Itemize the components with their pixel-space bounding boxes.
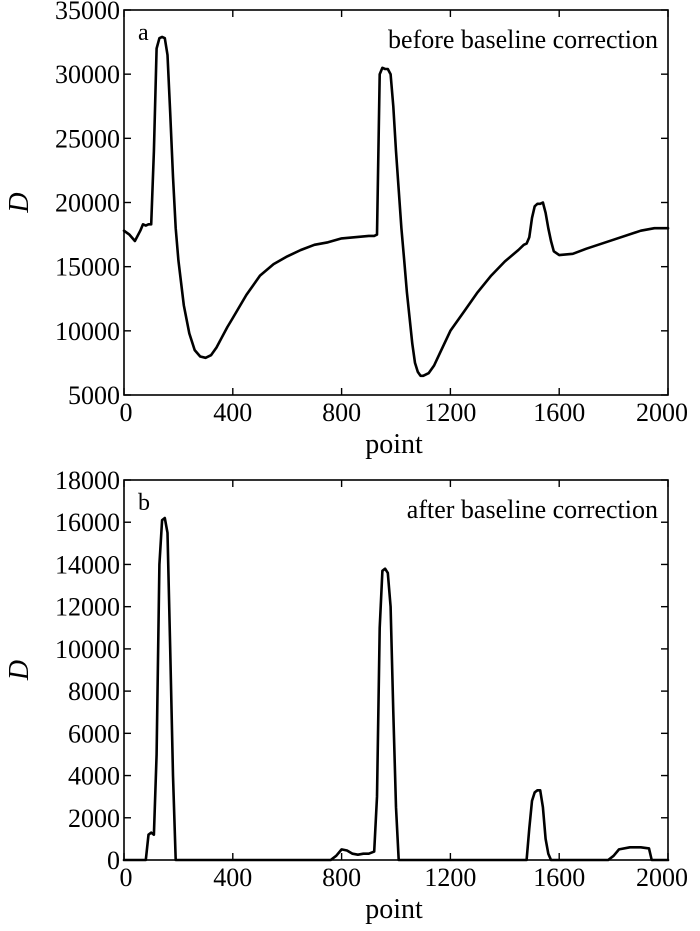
chart-b-plot-frame (123, 479, 669, 861)
chart-b-series-line (122, 516, 670, 862)
chart-b-x-tick-label: 400 (213, 863, 252, 892)
chart-a-y-tick-label: 20000 (55, 189, 120, 218)
chart-b-ticks: 0 400 800 1200 1600 2000 0 2000 4000 6000 8000 1000… (55, 466, 688, 892)
chart-a-y-tick-label: 25000 (55, 124, 120, 153)
chart-b-y-tick-label: 4000 (68, 762, 120, 791)
chart-b-y-tick-label: 6000 (68, 719, 120, 748)
chart-a-x-tick-label: 1600 (533, 398, 585, 427)
chart-a-annotation: before baseline correction (388, 25, 658, 54)
chart-a-y-axis-label: D (4, 192, 35, 213)
chart-a-ticks: 0 400 800 1200 1600 2000 5000 10000 15000 20000 25… (55, 0, 688, 427)
chart-b-y-tick-label: 14000 (55, 550, 120, 579)
chart-a-y-tick-label: 30000 (55, 60, 120, 89)
chart-b-y-tick-label: 16000 (55, 508, 120, 537)
chart-a-series-line (122, 35, 670, 378)
chart-b-x-tick-label: 1200 (424, 863, 476, 892)
chart-a-y-tick-label: 10000 (55, 317, 120, 346)
chart-b-y-axis-label: D (4, 660, 35, 681)
chart-a-y-tick-label: 15000 (55, 253, 120, 282)
chart-a-plot-frame (123, 9, 669, 396)
chart-a-y-tick-label: 5000 (68, 381, 120, 410)
chart-b-x-tick-label: 800 (322, 863, 361, 892)
chart-b-x-axis-label: point (365, 894, 423, 925)
chart-b-y-tick-label: 2000 (68, 804, 120, 833)
chart-b-y-tick-label: 12000 (55, 593, 120, 622)
chart-panel-a: 0 400 800 1200 1600 2000 5000 10000 15000 20000 25… (4, 0, 688, 460)
chart-b-annotation: after baseline correction (407, 495, 658, 524)
chart-b-x-tick-label: 0 (120, 863, 133, 892)
chart-b-y-tick-label: 0 (107, 846, 120, 875)
chart-a-x-tick-label: 0 (120, 398, 133, 427)
chart-a-x-tick-label: 400 (213, 398, 252, 427)
chart-b-y-tick-label: 10000 (55, 635, 120, 664)
chart-b-x-tick-label: 1600 (533, 863, 585, 892)
chart-b-y-tick-label: 18000 (55, 466, 120, 495)
chart-b-y-tick-label: 8000 (68, 677, 120, 706)
chart-a-x-axis-label: point (365, 429, 423, 460)
chart-a-x-tick-label: 800 (322, 398, 361, 427)
chart-a-series-0-line (122, 35, 670, 378)
chart-a-x-tick-label: 1200 (424, 398, 476, 427)
chart-a-y-tick-label: 35000 (55, 0, 120, 25)
chart-a-x-tick-label: 2000 (636, 398, 688, 427)
chart-panel-b: 0 400 800 1200 1600 2000 0 2000 4000 6000 8000 1000… (4, 466, 688, 925)
chart-b-series-0-line (122, 516, 670, 862)
chart-b-panel-label: b (138, 490, 150, 516)
chart-a-panel-label: a (138, 20, 149, 46)
chart-b-x-tick-label: 2000 (636, 863, 688, 892)
